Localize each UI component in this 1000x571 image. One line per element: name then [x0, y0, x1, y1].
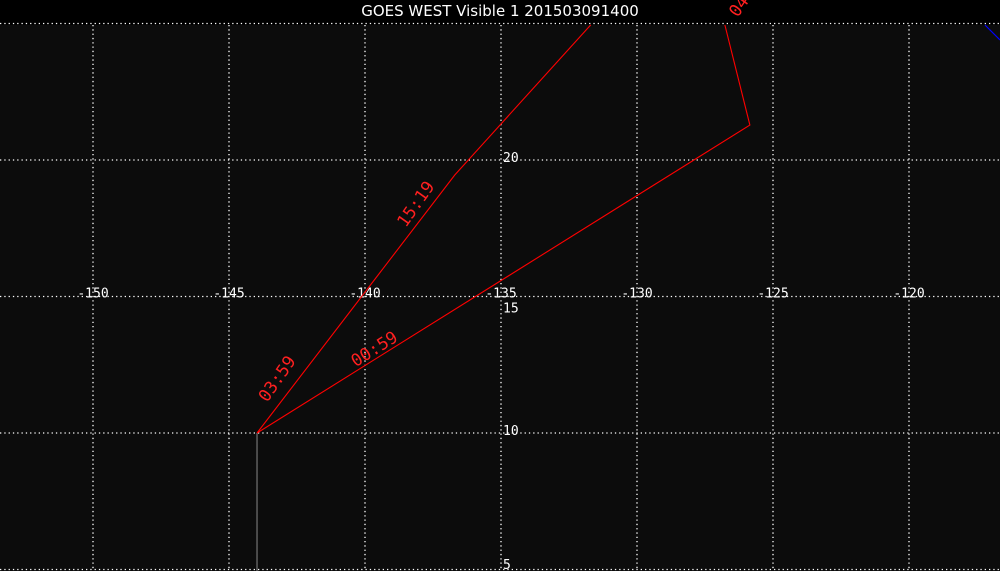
latitude-label: 5 [503, 558, 511, 571]
longitude-label: -140 [349, 287, 380, 302]
longitude-label: -120 [893, 287, 924, 302]
latitude-label: 15 [503, 302, 519, 317]
latitude-label: 20 [503, 151, 519, 166]
image-title: GOES WEST Visible 1 201503091400 [361, 2, 639, 20]
longitude-label: -125 [757, 287, 788, 302]
track-b-line [256, 24, 751, 434]
longitude-label: -150 [77, 287, 108, 302]
track-a-line [256, 24, 592, 434]
longitude-label: -130 [621, 287, 652, 302]
longitude-label: -135 [485, 287, 516, 302]
map-grid: -150 -145 -140 -135 -130 -125 -120 20 15 10 5 [0, 22, 1000, 571]
latitude-label: 10 [503, 424, 519, 439]
secondary-track [984, 24, 1000, 41]
satellite-image [0, 25, 1000, 571]
longitude-label: -145 [213, 287, 244, 302]
